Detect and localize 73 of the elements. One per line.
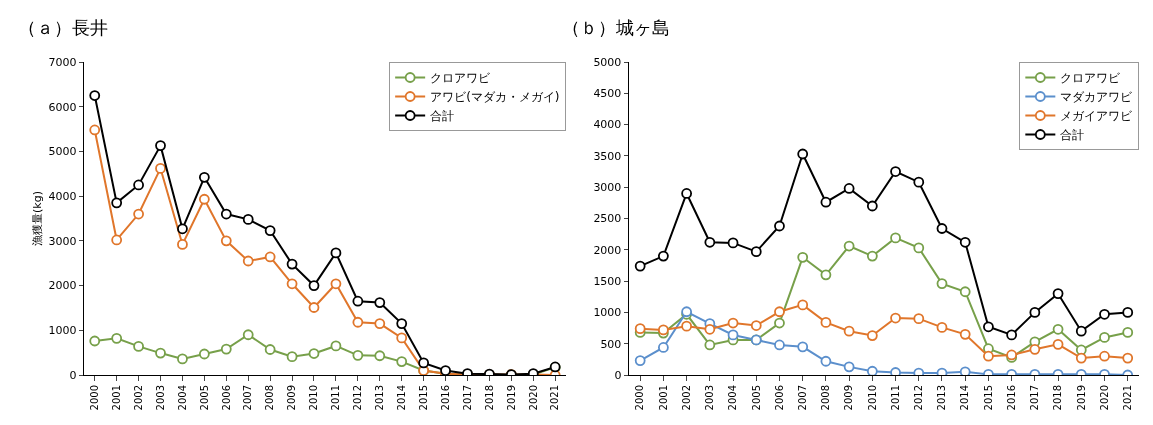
x-tick-label: 2004 xyxy=(727,385,739,411)
y-tick-label: 3000 xyxy=(48,234,77,248)
legend-label: メガイアワビ xyxy=(1060,109,1134,124)
x-tick-label: 2005 xyxy=(198,385,210,411)
x-tick-label: 2011 xyxy=(330,385,342,411)
x-tick-label: 2006 xyxy=(220,385,232,411)
y-tick-label: 500 xyxy=(600,337,622,351)
x-tick-label: 2000 xyxy=(634,385,646,411)
x-tick-label: 2017 xyxy=(1029,385,1041,411)
legend-label: マダカアワビ xyxy=(1060,90,1134,105)
x-tick-label: 2018 xyxy=(483,385,495,411)
y-tick-label: 4500 xyxy=(593,87,622,101)
x-tick-label: 2014 xyxy=(959,385,971,411)
x-tick-label: 2018 xyxy=(1052,385,1064,411)
x-tick-label: 2016 xyxy=(1005,385,1017,411)
x-tick-label: 2010 xyxy=(308,385,320,411)
x-tick-label: 2007 xyxy=(796,385,808,411)
y-tick-label: 0 xyxy=(69,368,77,382)
chart-title: （ａ）長井 xyxy=(18,17,108,38)
x-tick-label: 2014 xyxy=(395,385,407,411)
y-tick-label: 1000 xyxy=(593,306,622,320)
x-tick-label: 2000 xyxy=(88,385,100,411)
y-tick-label: 5000 xyxy=(593,55,622,69)
x-tick-label: 2016 xyxy=(439,385,451,411)
x-tick-label: 2021 xyxy=(549,385,561,411)
x-tick-label: 2017 xyxy=(461,385,473,411)
x-tick-label: 2012 xyxy=(913,385,925,411)
x-tick-label: 2019 xyxy=(505,385,517,411)
x-tick-label: 2013 xyxy=(374,385,386,411)
x-tick-label: 2011 xyxy=(889,385,901,411)
legend-label: 合計 xyxy=(430,109,455,124)
legend-label: アワビ(マダカ・メガイ) xyxy=(430,90,560,105)
x-tick-label: 2015 xyxy=(417,385,429,411)
x-tick-label: 2008 xyxy=(820,385,832,411)
y-axis-title: 漁獲量(kg) xyxy=(31,191,45,246)
x-tick-label: 2003 xyxy=(704,385,716,411)
x-tick-label: 2021 xyxy=(1121,385,1133,411)
y-tick-label: 0 xyxy=(614,368,622,382)
y-tick-label: 1500 xyxy=(593,274,622,288)
legend-label: クロアワビ xyxy=(1060,71,1122,86)
x-tick-label: 2008 xyxy=(264,385,276,411)
x-tick-label: 2007 xyxy=(242,385,254,411)
y-tick-label: 2000 xyxy=(593,243,622,257)
chart-title: （ｂ）城ヶ島 xyxy=(562,17,670,38)
x-tick-label: 2020 xyxy=(1098,385,1110,411)
y-tick-label: 1000 xyxy=(48,324,77,338)
x-tick-label: 2001 xyxy=(110,385,122,411)
y-tick-label: 7000 xyxy=(48,55,77,69)
x-tick-label: 2002 xyxy=(132,385,144,411)
x-tick-label: 2010 xyxy=(866,385,878,411)
x-tick-label: 2009 xyxy=(286,385,298,411)
x-tick-label: 2001 xyxy=(657,385,669,411)
y-tick-label: 3000 xyxy=(593,181,622,195)
x-tick-label: 2002 xyxy=(680,385,692,411)
x-tick-label: 2013 xyxy=(936,385,948,411)
y-tick-label: 5000 xyxy=(48,145,77,159)
legend-label: クロアワビ xyxy=(430,71,492,86)
x-tick-label: 2020 xyxy=(527,385,539,411)
x-tick-label: 2003 xyxy=(154,385,166,411)
x-tick-label: 2004 xyxy=(176,385,188,411)
y-tick-label: 2500 xyxy=(593,212,622,226)
y-tick-label: 4000 xyxy=(48,189,77,203)
y-tick-label: 2000 xyxy=(48,279,77,293)
x-tick-label: 2019 xyxy=(1075,385,1087,411)
x-tick-label: 2015 xyxy=(982,385,994,411)
legend-label: 合計 xyxy=(1060,128,1085,143)
y-tick-label: 4000 xyxy=(593,118,622,132)
y-tick-label: 6000 xyxy=(48,100,77,114)
x-tick-label: 2009 xyxy=(843,385,855,411)
x-tick-label: 2012 xyxy=(352,385,364,411)
x-tick-label: 2005 xyxy=(750,385,762,411)
x-tick-label: 2006 xyxy=(773,385,785,411)
y-tick-label: 3500 xyxy=(593,149,622,163)
